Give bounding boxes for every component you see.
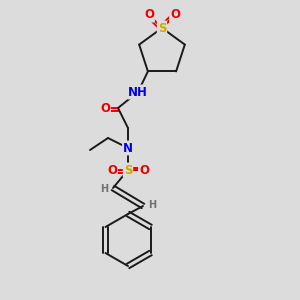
Text: S: S bbox=[124, 164, 132, 176]
Text: N: N bbox=[123, 142, 133, 154]
Text: O: O bbox=[139, 164, 149, 176]
Text: H: H bbox=[100, 184, 108, 194]
Text: O: O bbox=[144, 8, 154, 22]
Text: O: O bbox=[100, 101, 110, 115]
Text: O: O bbox=[107, 164, 117, 176]
Text: H: H bbox=[148, 200, 156, 210]
Text: NH: NH bbox=[128, 85, 148, 98]
Text: S: S bbox=[158, 22, 166, 34]
Text: O: O bbox=[170, 8, 180, 22]
